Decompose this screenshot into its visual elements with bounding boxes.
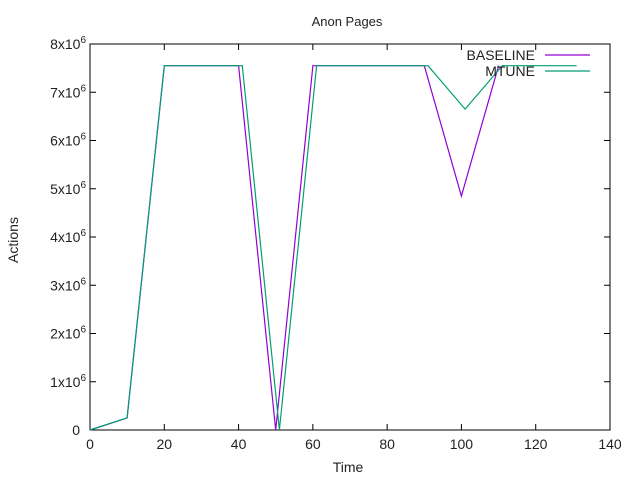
series-line-baseline [89, 65, 500, 431]
x-tick-label: 80 [379, 436, 395, 452]
legend-label: MTUNE [485, 63, 535, 79]
legend-label: BASELINE [467, 47, 535, 63]
y-axis-label: Actions [5, 217, 21, 263]
plot-frame [89, 43, 611, 431]
y-tick-label: 2x106 [50, 325, 86, 342]
x-tick-label: 100 [450, 436, 474, 452]
y-tick-label: 5x106 [50, 180, 86, 197]
chart-title: Anon Pages [312, 14, 383, 29]
x-tick-label: 40 [231, 436, 247, 452]
x-tick-label: 60 [305, 436, 321, 452]
y-tick-label: 1x106 [50, 373, 86, 390]
y-tick-label: 4x106 [50, 228, 86, 245]
x-tick-label: 20 [156, 436, 172, 452]
series-line-mtune [89, 65, 577, 431]
y-tick-label: 8x106 [50, 35, 86, 52]
y-tick-label: 7x106 [50, 83, 86, 100]
y-tick-label: 6x106 [50, 132, 86, 149]
y-tick-label: 0 [72, 422, 80, 438]
x-tick-label: 140 [598, 436, 622, 452]
x-tick-label: 0 [86, 436, 94, 452]
x-tick-label: 120 [524, 436, 548, 452]
x-axis-label: Time [333, 459, 364, 475]
y-tick-label: 3x106 [50, 276, 86, 293]
